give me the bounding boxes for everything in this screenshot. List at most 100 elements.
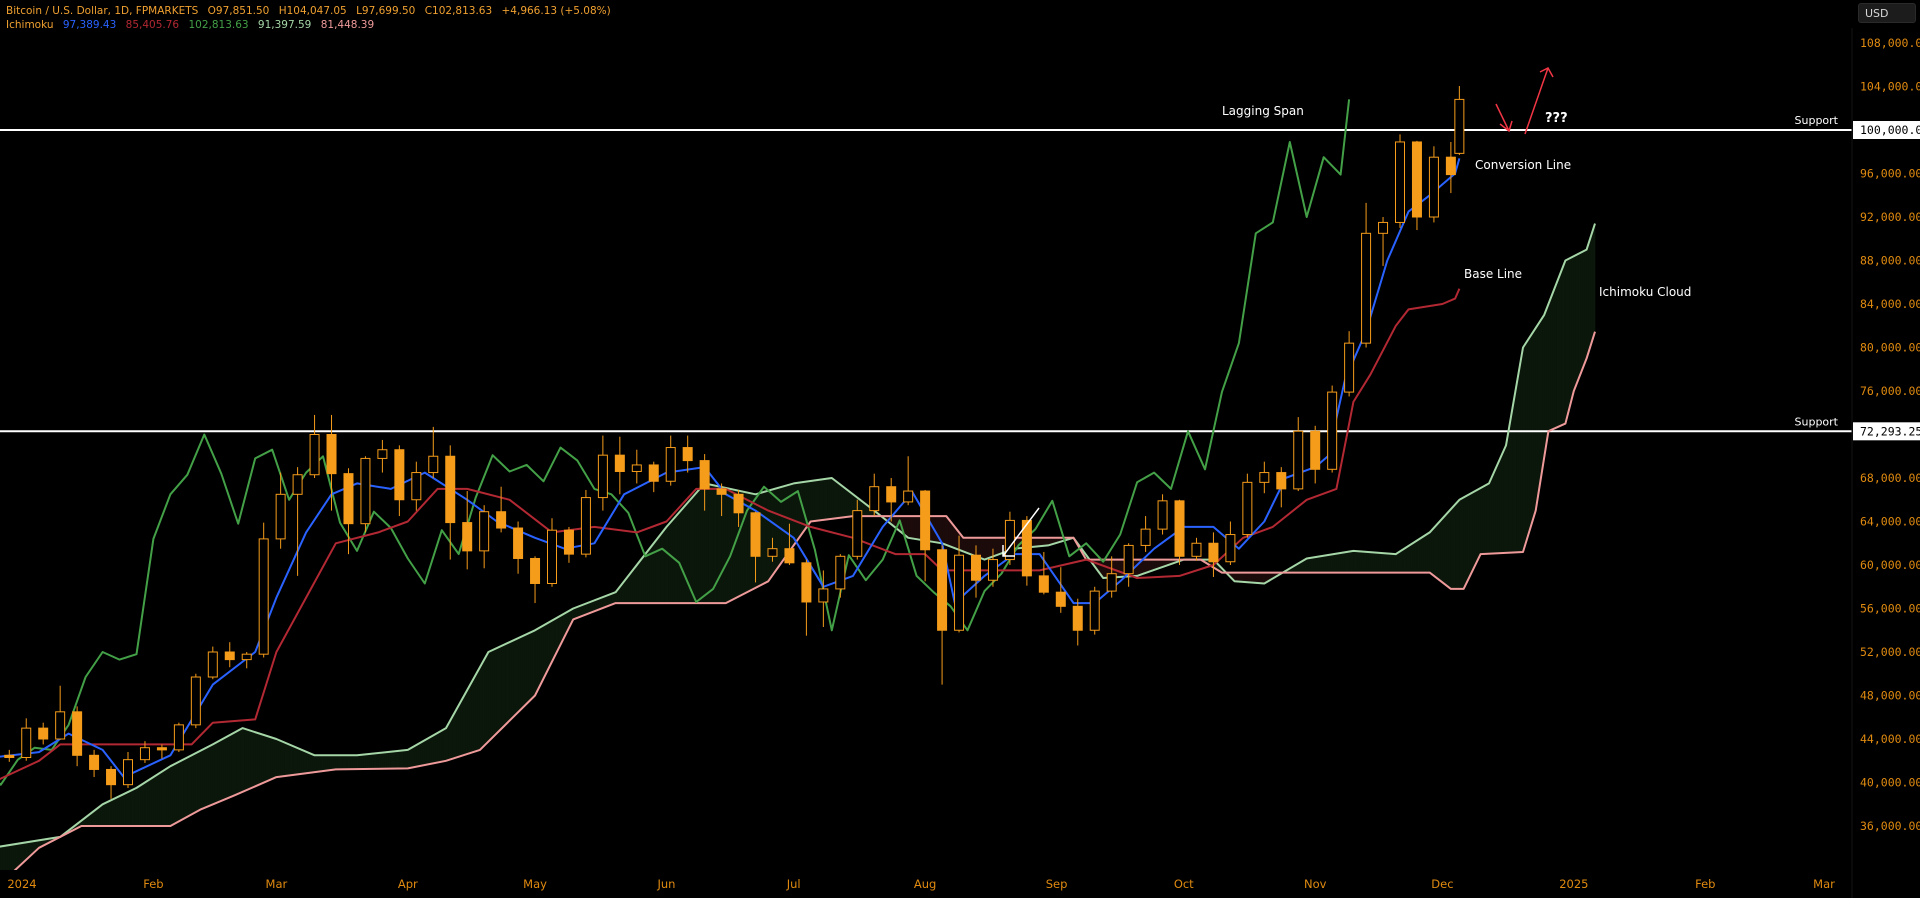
candle[interactable] [1106, 556, 1117, 598]
candle[interactable] [886, 478, 897, 522]
candle[interactable] [1411, 140, 1422, 231]
candle[interactable] [1157, 494, 1168, 535]
candle[interactable] [326, 414, 337, 511]
candle[interactable] [1123, 543, 1134, 587]
ichimoku-cloud-label[interactable]: Ichimoku Cloud [1599, 285, 1691, 299]
candle[interactable] [682, 435, 693, 473]
candle[interactable] [716, 483, 727, 517]
candle[interactable] [784, 523, 795, 565]
candle[interactable] [1293, 417, 1304, 492]
candle[interactable] [597, 435, 608, 511]
candle[interactable] [767, 537, 778, 562]
candle[interactable] [1395, 134, 1405, 228]
candle[interactable] [513, 521, 524, 574]
candle[interactable] [479, 505, 490, 569]
candle[interactable] [750, 511, 761, 583]
candle[interactable] [462, 491, 473, 570]
candle[interactable] [394, 445, 405, 517]
candle[interactable] [1445, 141, 1456, 194]
candle[interactable] [1174, 499, 1185, 565]
candle[interactable] [818, 570, 829, 627]
candle[interactable] [241, 652, 252, 669]
candle[interactable] [1072, 598, 1083, 646]
candle[interactable] [377, 439, 388, 473]
base-line-label[interactable]: Base Line [1464, 267, 1522, 281]
candle[interactable] [258, 522, 269, 658]
candle[interactable] [852, 499, 863, 560]
candle[interactable] [547, 518, 557, 587]
candle[interactable] [173, 722, 184, 753]
cloud-segment [85, 815, 89, 826]
candle[interactable] [665, 435, 676, 486]
candle[interactable] [733, 489, 744, 527]
candle[interactable] [954, 535, 965, 633]
candle[interactable] [699, 454, 710, 511]
candle[interactable] [343, 468, 354, 555]
currency-button[interactable]: USD [1858, 3, 1916, 23]
candle[interactable] [55, 685, 66, 740]
candle[interactable] [920, 489, 931, 582]
lagging-span-label[interactable]: Lagging Span [1222, 104, 1304, 118]
candle[interactable] [445, 445, 456, 560]
candle[interactable] [1089, 586, 1100, 635]
arrow-up-icon[interactable] [1524, 67, 1554, 135]
candle[interactable] [869, 473, 880, 517]
arrow-down-icon[interactable] [1495, 103, 1513, 133]
candle[interactable] [1225, 521, 1236, 566]
candle[interactable] [1021, 516, 1032, 586]
candle[interactable] [937, 545, 948, 685]
candle[interactable] [1055, 567, 1066, 613]
candle[interactable] [72, 706, 83, 767]
candle[interactable] [971, 545, 981, 598]
indicator-legend-row[interactable]: Ichimoku 97,389.43 85,405.76 102,813.63 … [6, 18, 617, 32]
candle[interactable] [1140, 516, 1151, 552]
candle[interactable] [1259, 461, 1270, 494]
candle[interactable] [1327, 385, 1338, 473]
candle[interactable] [106, 766, 117, 799]
candle[interactable] [292, 467, 303, 576]
candle[interactable] [1344, 331, 1355, 397]
candle[interactable] [1004, 511, 1015, 565]
candle[interactable] [309, 414, 320, 478]
candle[interactable] [139, 741, 150, 763]
candle[interactable] [89, 749, 100, 778]
candle[interactable] [648, 461, 659, 493]
candle[interactable] [903, 456, 914, 506]
question-marks-label[interactable]: ??? [1545, 111, 1568, 126]
candle[interactable] [1038, 551, 1049, 595]
candle[interactable] [4, 749, 15, 762]
candle[interactable] [1428, 146, 1439, 223]
candle[interactable] [1242, 473, 1253, 538]
candle[interactable] [563, 526, 574, 563]
candle[interactable] [156, 744, 167, 759]
candle[interactable] [1454, 85, 1465, 156]
candle[interactable] [275, 472, 286, 549]
candle[interactable] [224, 642, 235, 668]
candle[interactable] [1276, 467, 1287, 508]
candle[interactable] [123, 752, 133, 788]
candle[interactable] [835, 554, 846, 598]
candle[interactable] [21, 718, 32, 761]
candle[interactable] [207, 646, 218, 680]
candle[interactable] [631, 449, 642, 484]
candle[interactable] [614, 436, 625, 495]
conversion-line-label[interactable]: Conversion Line [1475, 158, 1571, 172]
candle[interactable] [411, 461, 422, 511]
candle[interactable] [190, 673, 201, 729]
y-tick-label: 96,000.00 [1860, 167, 1920, 181]
candle[interactable] [360, 456, 371, 533]
candle[interactable] [1378, 217, 1389, 266]
candle[interactable] [1310, 425, 1321, 484]
candle[interactable] [428, 426, 439, 478]
candle[interactable] [496, 486, 507, 533]
candle[interactable] [530, 556, 541, 604]
arrow-down-left-icon[interactable] [1002, 507, 1040, 557]
candle[interactable] [1191, 537, 1202, 561]
candle[interactable] [580, 489, 591, 558]
candle[interactable] [987, 548, 998, 587]
candle[interactable] [1361, 202, 1372, 348]
candle[interactable] [1208, 532, 1219, 577]
candle[interactable] [38, 722, 49, 745]
candle[interactable] [801, 559, 812, 636]
